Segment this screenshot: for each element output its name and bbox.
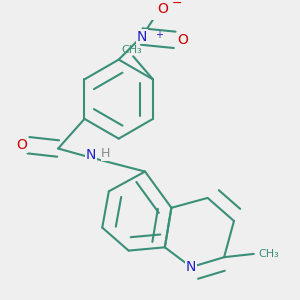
Text: N: N: [186, 260, 196, 274]
Text: +: +: [155, 30, 163, 40]
Text: CH₃: CH₃: [121, 45, 142, 55]
Text: O: O: [178, 33, 188, 47]
Text: −: −: [171, 0, 182, 10]
Text: O: O: [158, 2, 169, 16]
Text: H: H: [101, 147, 111, 160]
Text: N: N: [86, 148, 96, 162]
Text: O: O: [16, 138, 27, 152]
Text: CH₃: CH₃: [259, 249, 279, 259]
Text: N: N: [136, 30, 147, 44]
